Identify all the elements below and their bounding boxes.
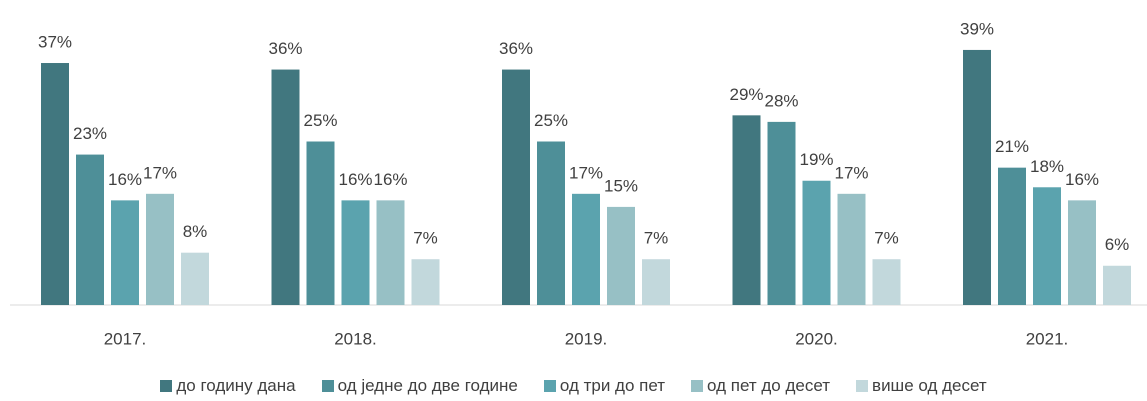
- value-label: 36%: [499, 39, 533, 58]
- value-label: 8%: [183, 222, 208, 241]
- value-label: 23%: [73, 124, 107, 143]
- bar: [146, 193, 174, 305]
- legend-item: од пет до десет: [691, 376, 830, 396]
- legend-label: од три до пет: [559, 376, 666, 395]
- bar: [537, 141, 565, 305]
- bar: [341, 200, 370, 305]
- value-label: 17%: [569, 163, 603, 182]
- bar: [111, 200, 139, 305]
- value-label: 7%: [644, 229, 669, 248]
- value-label: 36%: [268, 39, 302, 58]
- value-label: 7%: [874, 229, 899, 248]
- bar: [76, 154, 104, 305]
- value-label: 7%: [413, 229, 438, 248]
- legend: до годину дана од једне до две године од т…: [0, 374, 1147, 398]
- bar: [1068, 200, 1096, 305]
- value-label: 21%: [995, 137, 1029, 156]
- value-label: 18%: [1030, 157, 1064, 176]
- bar: [732, 115, 761, 305]
- legend-item: од једне до две године: [321, 376, 518, 396]
- bar: [963, 49, 991, 305]
- value-label: 16%: [108, 170, 142, 189]
- value-label: 25%: [534, 111, 568, 130]
- value-label: 28%: [764, 91, 798, 110]
- legend-label: до годину дана: [176, 376, 296, 395]
- value-label: 17%: [834, 163, 868, 182]
- bar: [181, 252, 209, 305]
- bar: [1033, 187, 1061, 305]
- legend-item: више од десет: [856, 376, 987, 396]
- value-label: 6%: [1105, 235, 1130, 254]
- bar: [376, 200, 405, 305]
- bar: [607, 206, 635, 305]
- legend-swatch: [160, 380, 173, 392]
- value-label: 25%: [303, 111, 337, 130]
- bar: [502, 69, 530, 305]
- bar: [642, 259, 670, 305]
- legend-label: од једне до две године: [337, 376, 518, 395]
- x-tick-label: 2019.: [565, 329, 608, 348]
- legend-swatch: [856, 380, 869, 392]
- bar: [411, 259, 440, 305]
- bar: [998, 167, 1026, 305]
- legend-label: од пет до десет: [707, 376, 831, 395]
- value-label: 17%: [143, 163, 177, 182]
- legend-swatch: [691, 380, 704, 392]
- value-label: 16%: [338, 170, 372, 189]
- x-tick-label: 2017.: [104, 329, 147, 348]
- bar: [306, 141, 335, 305]
- value-label: 16%: [373, 170, 407, 189]
- legend-item: до годину дана: [160, 376, 296, 396]
- bar: [837, 193, 866, 305]
- bar: [271, 69, 300, 305]
- bar: [802, 180, 831, 305]
- legend-swatch: [543, 380, 556, 392]
- bar: [572, 193, 600, 305]
- x-tick-label: 2021.: [1026, 329, 1069, 348]
- bar: [767, 121, 796, 305]
- value-label: 39%: [960, 19, 994, 38]
- x-tick-label: 2020.: [795, 329, 838, 348]
- value-label: 15%: [604, 176, 638, 195]
- x-tick-label: 2018.: [334, 329, 377, 348]
- value-label: 19%: [799, 150, 833, 169]
- value-label: 37%: [38, 33, 72, 52]
- legend-swatch: [321, 380, 334, 392]
- legend-label: више од десет: [872, 376, 987, 395]
- value-label: 16%: [1065, 170, 1099, 189]
- legend-item: од три до пет: [543, 376, 666, 396]
- value-label: 29%: [729, 85, 763, 104]
- chart: 2017.37%23%16% 17%8%2018.36%25%16% 16%7%20…: [10, 19, 1147, 348]
- bar: [872, 259, 901, 305]
- bar: [41, 63, 69, 305]
- bar: [1103, 265, 1131, 305]
